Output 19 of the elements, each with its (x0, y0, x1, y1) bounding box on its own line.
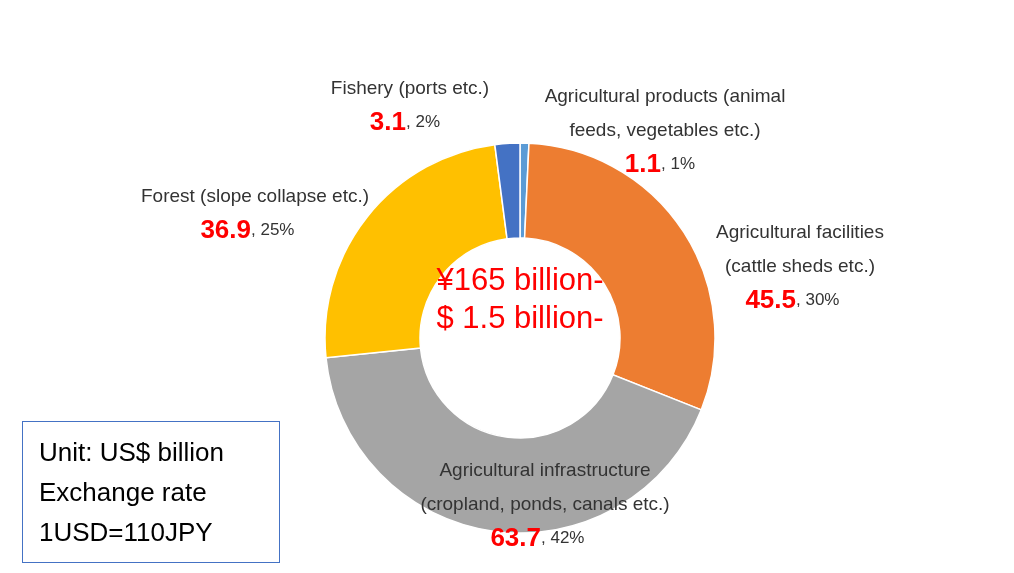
slice-label: Agricultural facilities (cattle sheds etc.) (716, 221, 884, 276)
text: , 2% (406, 112, 441, 131)
slice-label: Fishery (ports etc.) (330, 77, 490, 98)
slice-label: Forest (slope collapse etc.) (140, 185, 370, 206)
text: , 42% (541, 528, 585, 547)
data-label: 63.7 (490, 522, 541, 552)
text: , 25% (251, 220, 295, 239)
text: Unit: US$ billion (39, 436, 225, 469)
data-label: 3.1 (369, 106, 406, 136)
data-label: 36.9 (200, 214, 251, 244)
slice-label: Agricultural products (animal feeds, vegetables etc.) (544, 85, 786, 140)
text: , 30% (796, 290, 840, 309)
text: , 1% (661, 154, 696, 173)
text: ¥165 billion- (435, 262, 604, 297)
text: Exchange rate (39, 476, 208, 509)
data-label: 45.5 (745, 284, 796, 314)
text: 1USD=110JPY (39, 516, 214, 549)
data-label: 1.1 (624, 148, 661, 178)
text: $ 1.5 billion- (436, 300, 604, 335)
